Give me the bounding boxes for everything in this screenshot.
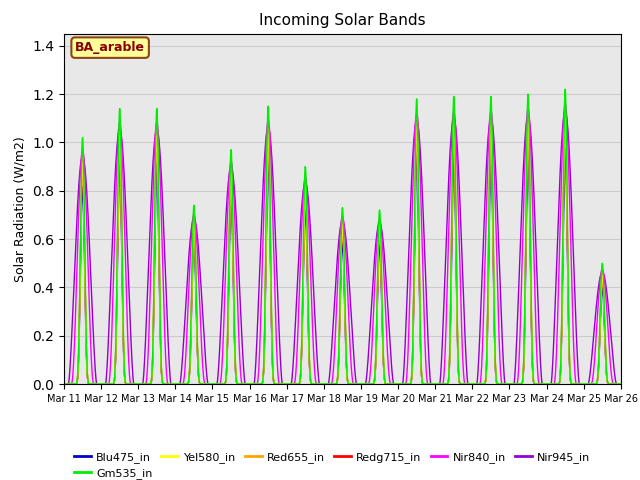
Line: Red655_in: Red655_in	[64, 113, 621, 384]
Gm535_in	[617, 381, 625, 387]
Nir840_in	[615, 381, 623, 387]
Gm535_in	[173, 381, 181, 387]
Gm535_in	[179, 381, 187, 387]
Redg715_in	[615, 381, 623, 387]
Redg715_in	[419, 381, 427, 387]
Nir945_in	[499, 337, 506, 343]
Gm535_in	[419, 381, 427, 387]
Yel580_in	[269, 357, 276, 363]
Blu475_in	[60, 381, 68, 387]
Nir945_in	[561, 108, 569, 114]
Blu475_in	[615, 381, 623, 387]
Red655_in	[173, 381, 181, 387]
Yel580_in	[60, 381, 68, 387]
Nir840_in	[173, 381, 181, 387]
Redg715_in	[561, 121, 569, 127]
Nir840_in	[179, 381, 187, 386]
Blu475_in	[173, 381, 181, 387]
Red655_in	[179, 381, 187, 387]
Nir840_in	[499, 381, 506, 387]
Nir840_in	[269, 201, 276, 206]
Red655_in	[419, 381, 427, 387]
Nir945_in	[173, 381, 181, 387]
Text: BA_arable: BA_arable	[75, 41, 145, 54]
Redg715_in	[179, 381, 187, 387]
Yel580_in	[561, 116, 569, 121]
Line: Yel580_in: Yel580_in	[64, 119, 621, 384]
Red655_in	[617, 381, 625, 387]
Blu475_in	[617, 381, 625, 387]
Nir945_in	[60, 381, 68, 387]
Red655_in	[615, 381, 623, 387]
Nir945_in	[419, 211, 427, 217]
Line: Nir840_in: Nir840_in	[64, 104, 621, 384]
Redg715_in	[499, 381, 506, 387]
Nir945_in	[179, 346, 187, 352]
Blu475_in	[179, 381, 187, 387]
Y-axis label: Solar Radiation (W/m2): Solar Radiation (W/m2)	[13, 136, 27, 282]
Blu475_in	[419, 381, 427, 387]
Gm535_in	[499, 381, 506, 387]
Redg715_in	[269, 358, 276, 363]
Line: Nir945_in: Nir945_in	[64, 111, 621, 384]
Nir945_in	[615, 381, 623, 387]
Blu475_in	[561, 145, 569, 151]
Yel580_in	[419, 381, 427, 387]
Gm535_in	[615, 381, 623, 387]
Legend: Blu475_in, Gm535_in, Yel580_in, Red655_in, Redg715_in, Nir840_in, Nir945_in: Blu475_in, Gm535_in, Yel580_in, Red655_i…	[70, 447, 595, 480]
Nir840_in	[561, 101, 569, 107]
Line: Blu475_in: Blu475_in	[64, 148, 621, 384]
Gm535_in	[269, 355, 276, 360]
Yel580_in	[173, 381, 181, 387]
Nir840_in	[617, 381, 625, 387]
Nir840_in	[60, 381, 68, 387]
Line: Redg715_in: Redg715_in	[64, 124, 621, 384]
Yel580_in	[615, 381, 623, 387]
Title: Incoming Solar Bands: Incoming Solar Bands	[259, 13, 426, 28]
Nir945_in	[269, 165, 276, 171]
Nir945_in	[617, 381, 625, 387]
Blu475_in	[269, 360, 276, 366]
Redg715_in	[617, 381, 625, 387]
Red655_in	[499, 381, 506, 387]
Yel580_in	[179, 381, 187, 387]
Nir840_in	[419, 282, 427, 288]
Redg715_in	[60, 381, 68, 387]
Blu475_in	[499, 381, 506, 387]
Gm535_in	[561, 86, 569, 92]
Red655_in	[269, 357, 276, 362]
Red655_in	[561, 110, 569, 116]
Line: Gm535_in: Gm535_in	[64, 89, 621, 384]
Yel580_in	[499, 381, 506, 387]
Yel580_in	[617, 381, 625, 387]
Red655_in	[60, 381, 68, 387]
Gm535_in	[60, 381, 68, 387]
Redg715_in	[173, 381, 181, 387]
